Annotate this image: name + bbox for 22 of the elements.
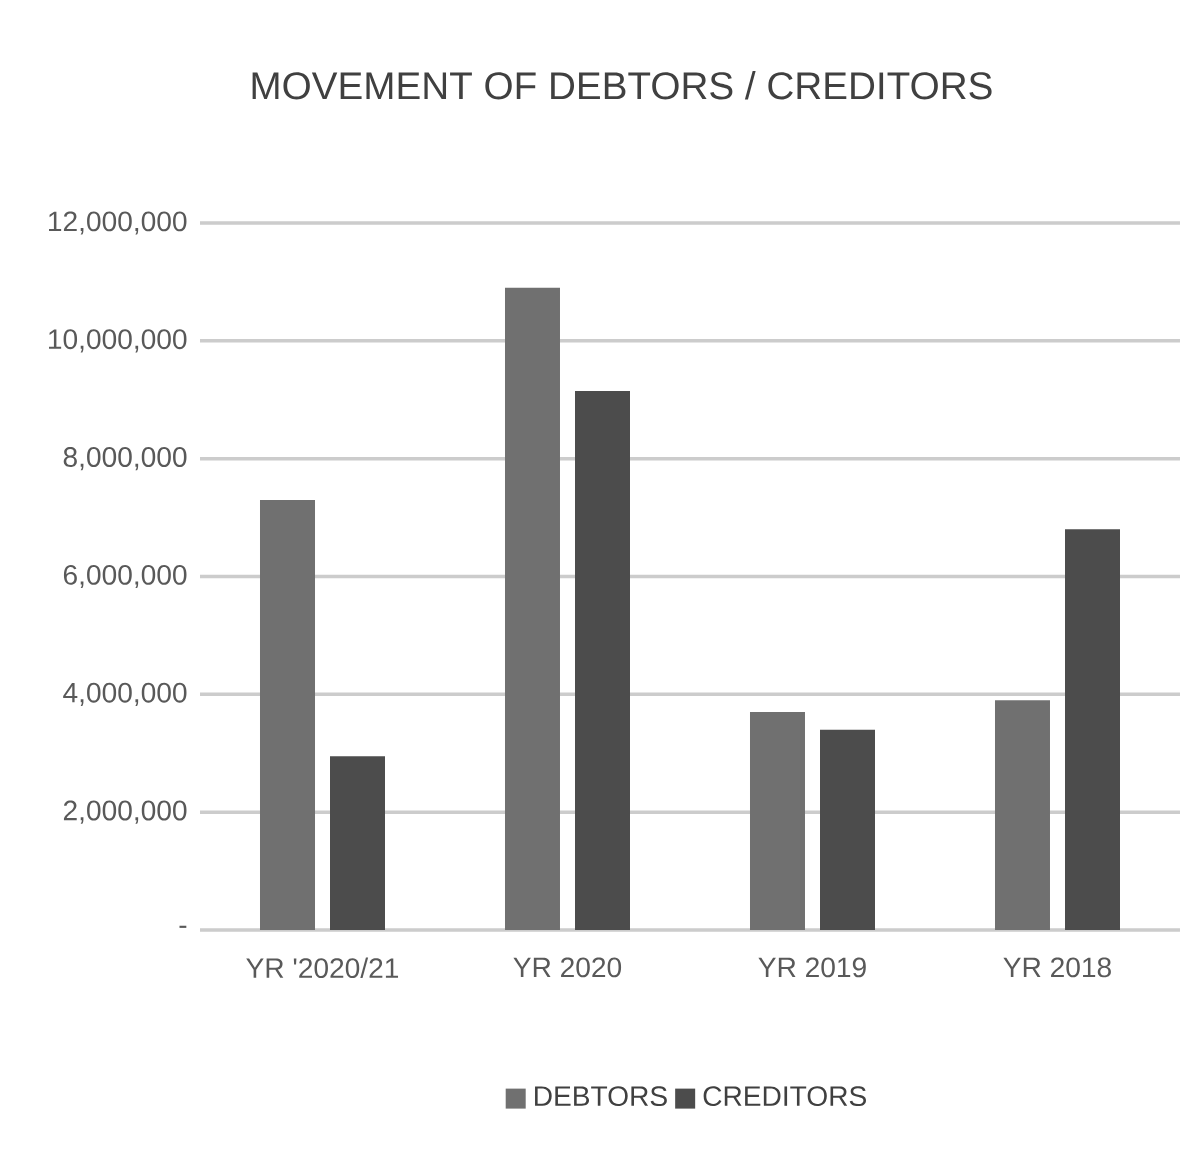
y-tick-label: 6,000,000 bbox=[63, 564, 187, 589]
y-tick-label: 10,000,000 bbox=[49, 329, 187, 353]
x-tick-label: YR 2020 bbox=[513, 957, 622, 978]
y-tick-label: 2,000,000 bbox=[63, 800, 187, 824]
chart-title: MOVEMENT OF DEBTORS / CREDITORS bbox=[252, 71, 992, 100]
bar bbox=[330, 756, 385, 930]
bar bbox=[505, 287, 560, 930]
bar bbox=[1065, 529, 1120, 930]
bar bbox=[750, 712, 805, 930]
y-tick-label: 4,000,000 bbox=[63, 682, 187, 706]
bar bbox=[575, 390, 630, 930]
x-tick-label: YR '2020/21 bbox=[246, 957, 399, 979]
legend-label: CREDITORS bbox=[703, 1086, 866, 1107]
y-tick-label: 8,000,000 bbox=[63, 447, 187, 471]
y-tick-label: - bbox=[179, 925, 187, 928]
bar bbox=[995, 700, 1050, 930]
bar bbox=[820, 729, 875, 930]
x-tick-label: YR 2018 bbox=[1003, 957, 1111, 978]
y-tick-label: 12,000,000 bbox=[49, 211, 187, 235]
x-tick-label: YR 2019 bbox=[758, 957, 866, 978]
bar bbox=[260, 499, 316, 930]
legend-label: DEBTORS bbox=[535, 1086, 667, 1107]
